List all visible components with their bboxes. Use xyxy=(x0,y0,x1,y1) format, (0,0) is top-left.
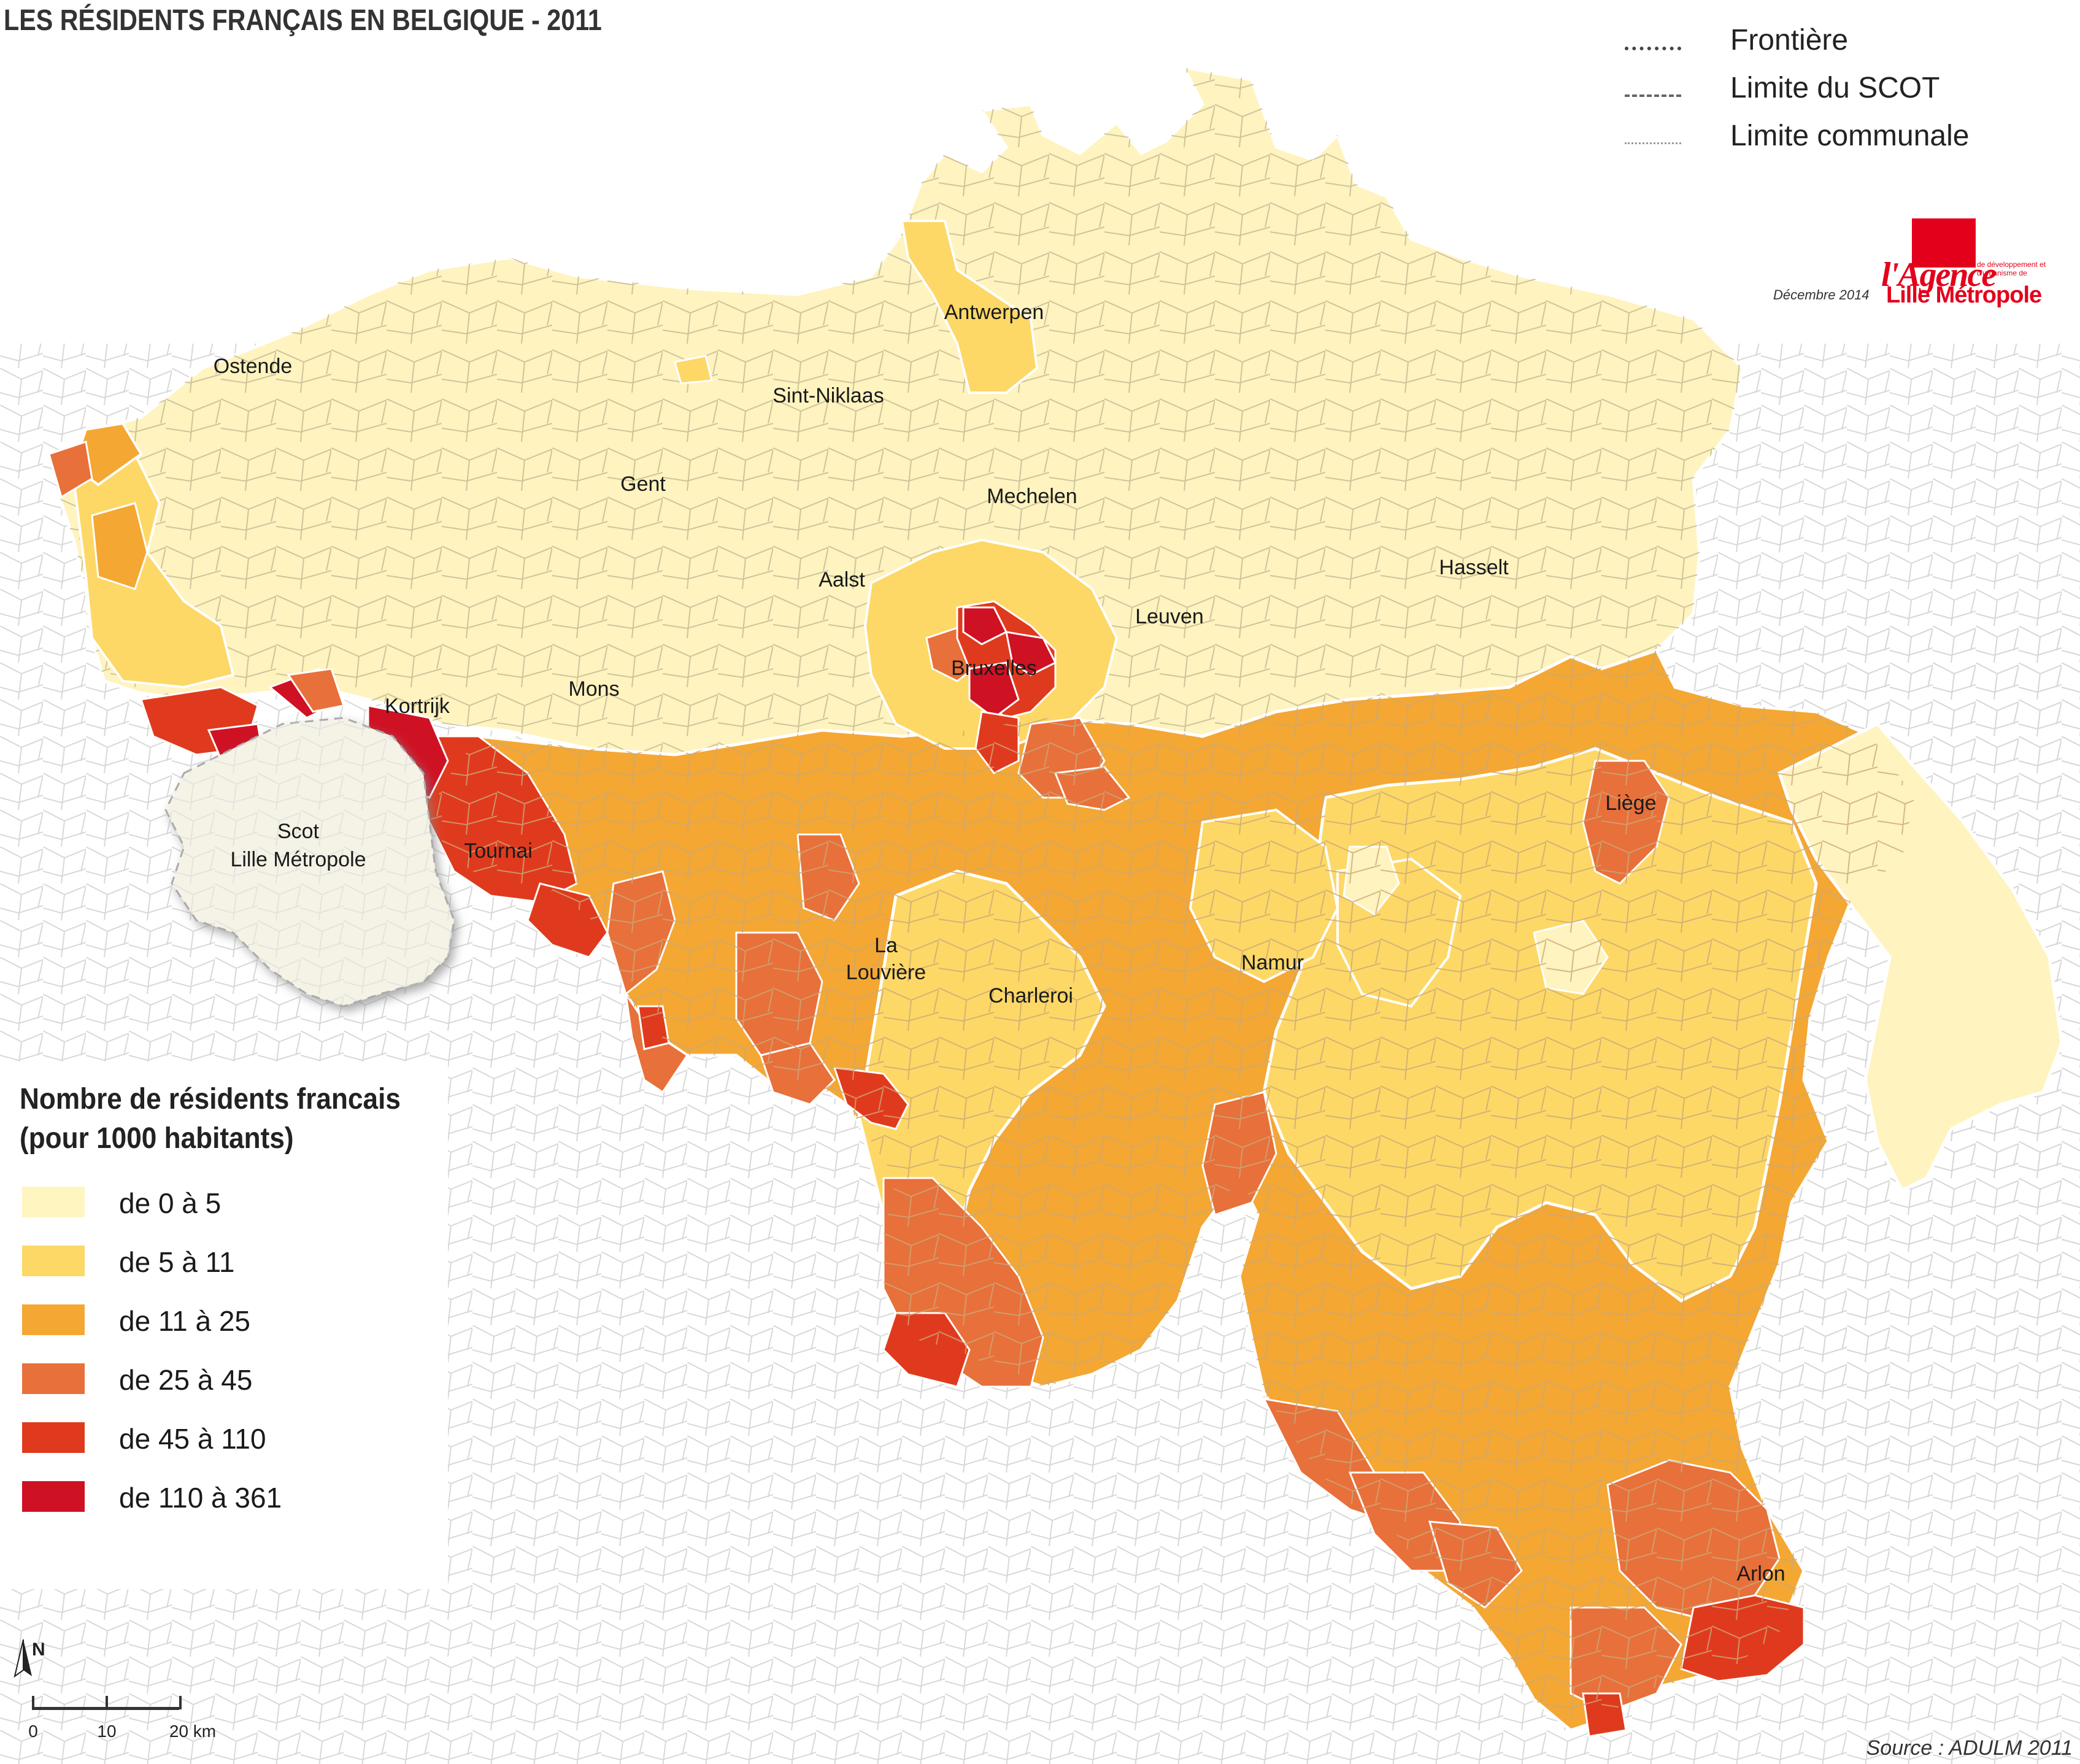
line-legend-frontiere: Frontière xyxy=(1620,23,2049,71)
city-label: Leuven xyxy=(1135,605,1204,628)
line-legend-label: Limite du SCOT xyxy=(1730,72,1940,104)
logo-red-block xyxy=(1912,218,1976,268)
map-date: Décembre 2014 xyxy=(1773,287,1870,302)
legend-swatch xyxy=(22,1246,85,1276)
scot-label-line1: Scot xyxy=(277,820,320,843)
scale-tick-label: 0 xyxy=(28,1722,38,1741)
line-legend-scot: Limite du SCOT xyxy=(1620,71,2049,119)
city-label: Liège xyxy=(1605,791,1657,815)
frontiere-line-symbol xyxy=(1625,47,1681,50)
city-label: Gent xyxy=(620,472,666,496)
logo-agence: l'Agence xyxy=(1881,256,1997,294)
legend-label: de 11 à 25 xyxy=(119,1305,251,1337)
commune-line-symbol xyxy=(1625,142,1681,144)
legend-title-line1: Nombre de résidents francais xyxy=(20,1083,401,1115)
legend-title: Nombre de résidents francais (pour 1000 … xyxy=(20,1080,401,1158)
legend-label: de 110 à 361 xyxy=(119,1482,282,1514)
city-label: Namur xyxy=(1241,951,1304,974)
city-label: Charleroi xyxy=(988,984,1073,1007)
scale-tick-label: 10 xyxy=(97,1722,117,1741)
choropleth-legend: Nombre de résidents francais (pour 1000 … xyxy=(0,1061,448,1589)
city-label: Kortrijk xyxy=(385,695,450,718)
scale-tick xyxy=(106,1696,108,1709)
city-label: Hasselt xyxy=(1439,556,1509,579)
north-arrow-icon xyxy=(13,1639,32,1678)
city-label: Louvière xyxy=(845,961,926,984)
legend-swatch xyxy=(22,1187,85,1217)
scot-label-line2: Lille Métropole xyxy=(230,848,366,871)
scot-line-symbol xyxy=(1625,94,1681,97)
scale-tick xyxy=(179,1696,182,1709)
scale-tick xyxy=(32,1696,34,1709)
source-note: Source : ADULM 2011 xyxy=(1866,1736,2073,1760)
scale-bar: 0 10 20 km xyxy=(28,1681,253,1755)
city-label: Aalst xyxy=(819,568,865,591)
city-label: Mechelen xyxy=(987,485,1077,508)
legend-swatch xyxy=(22,1481,85,1512)
city-label: Bruxelles xyxy=(951,657,1037,680)
line-legend-label: Frontière xyxy=(1730,24,1849,56)
line-legend-label: Limite communale xyxy=(1730,120,1970,152)
scot-label: Scot Lille Métropole xyxy=(206,817,390,874)
line-legend: Frontière Limite du SCOT Limite communal… xyxy=(1620,23,2049,167)
north-label: N xyxy=(32,1639,45,1660)
legend-label: de 25 à 45 xyxy=(119,1364,253,1396)
city-label: Mons xyxy=(568,677,620,701)
belgium-regions xyxy=(48,65,2063,1738)
legend-swatch xyxy=(22,1363,85,1394)
logo-subtitle: de développement et d'urbanisme de xyxy=(1977,260,2046,277)
legend-label: de 5 à 11 xyxy=(119,1246,235,1278)
city-label: Antwerpen xyxy=(944,301,1044,324)
scale-tick-label: 20 km xyxy=(169,1722,217,1741)
legend-swatch xyxy=(22,1422,85,1453)
legend-title-line2: (pour 1000 habitants) xyxy=(20,1122,294,1155)
city-label: La xyxy=(874,934,898,957)
map-title: LES RÉSIDENTS FRANÇAIS EN BELGIQUE - 201… xyxy=(4,4,602,37)
city-label: Arlon xyxy=(1736,1562,1785,1585)
legend-label: de 45 à 110 xyxy=(119,1423,266,1455)
legend-swatch xyxy=(22,1304,85,1335)
city-label: Tournai xyxy=(464,839,533,863)
legend-label: de 0 à 5 xyxy=(119,1187,221,1219)
city-label: Ostende xyxy=(213,355,293,378)
line-legend-commune: Limite communale xyxy=(1620,119,2049,167)
logo-lille: Lille Métropole xyxy=(1886,282,2042,308)
north-arrow: N xyxy=(11,1639,45,1692)
city-label: Sint-Niklaas xyxy=(772,384,884,407)
